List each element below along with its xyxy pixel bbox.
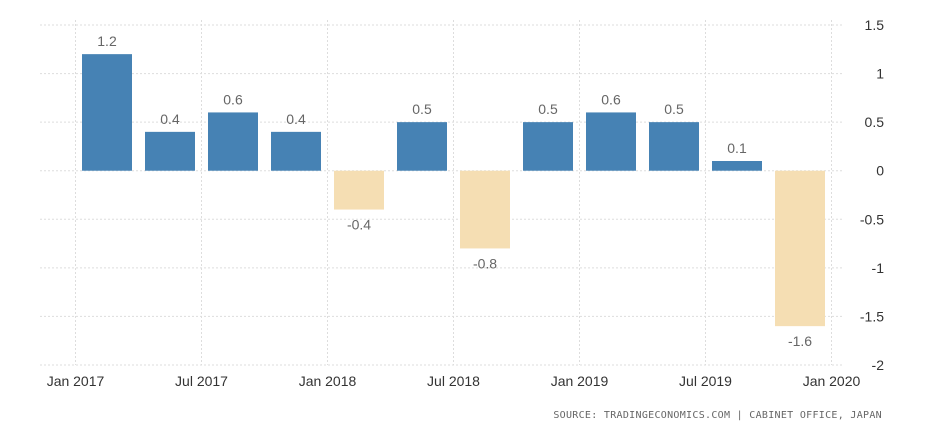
data-label: 0.1 (727, 140, 747, 156)
grid-layer (40, 20, 844, 366)
bar (397, 122, 447, 171)
bar (523, 122, 573, 171)
data-label: 0.6 (601, 91, 621, 107)
y-tick-label: -1.5 (860, 308, 884, 324)
data-label: 0.5 (412, 101, 432, 117)
data-label: 0.4 (286, 111, 306, 127)
gdp-growth-chart: 1.20.40.60.4-0.40.5-0.80.50.60.50.1-1.6 … (40, 17, 884, 389)
bar (271, 131, 321, 171)
data-label: 1.2 (97, 33, 117, 49)
y-tick-label: 0.5 (865, 114, 885, 130)
data-label: 0.6 (223, 91, 243, 107)
bar-layer (82, 54, 825, 327)
bar (712, 161, 762, 171)
x-axis: Jan 2017 Jul 2017 Jan 2018 Jul 2018 Jan 2019… (47, 373, 861, 389)
x-tick-label: Jul 2017 (175, 373, 228, 389)
y-tick-label: 1.5 (865, 17, 885, 33)
data-label: -1.6 (788, 333, 812, 349)
bar (649, 122, 699, 171)
x-tick-label: Jul 2019 (679, 373, 732, 389)
y-tick-label: -1 (872, 260, 885, 276)
data-label: 0.4 (160, 111, 180, 127)
bar (775, 170, 825, 327)
source-note: SOURCE: TRADINGECONOMICS.COM | CABINET O… (553, 410, 882, 421)
bar (586, 112, 636, 171)
x-tick-label: Jan 2019 (551, 373, 609, 389)
y-tick-label: -2 (872, 357, 885, 373)
data-label: -0.8 (473, 255, 497, 271)
data-label-layer: 1.2 0.4 0.6 0.4 -0.4 0.5 -0.8 0.5 0.6 0.5 0.1 -1.6 (97, 33, 812, 349)
x-tick-label: Jan 2018 (299, 373, 357, 389)
bar (82, 54, 132, 171)
y-tick-label: -0.5 (860, 211, 884, 227)
y-axis: 1.5 1 0.5 0 -0.5 -1 -1.5 -2 (860, 17, 884, 373)
x-tick-label: Jul 2018 (427, 373, 480, 389)
data-label: 0.5 (538, 101, 558, 117)
y-tick-label: 0 (876, 163, 884, 179)
bar (208, 112, 258, 171)
x-tick-label: Jan 2020 (803, 373, 861, 389)
bar (334, 170, 384, 210)
data-label: 0.5 (664, 101, 684, 117)
y-tick-label: 1 (876, 66, 884, 82)
bar (460, 170, 510, 249)
x-tick-label: Jan 2017 (47, 373, 105, 389)
data-label: -0.4 (347, 217, 371, 233)
bar (145, 131, 195, 171)
